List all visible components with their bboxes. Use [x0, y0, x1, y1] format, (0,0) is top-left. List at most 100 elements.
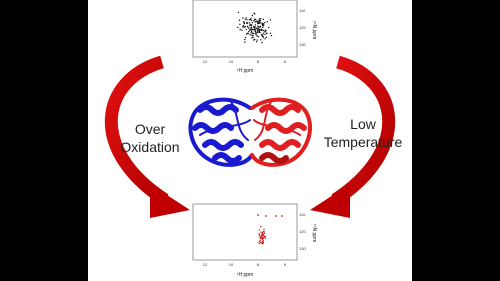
peak [264, 235, 266, 238]
peak [256, 31, 258, 34]
peak [263, 228, 265, 230]
peak [262, 18, 265, 21]
peak [262, 32, 265, 34]
peak [261, 231, 264, 234]
peak [261, 242, 263, 245]
peak [262, 237, 264, 240]
peak [241, 26, 244, 28]
y-tick-label: 110 [299, 8, 306, 13]
peak [265, 30, 267, 32]
peak [239, 28, 241, 31]
peak [259, 236, 262, 239]
peak [260, 39, 262, 41]
peak [254, 21, 256, 23]
right-arrow [331, 55, 396, 206]
peak [261, 236, 263, 238]
peak [243, 21, 245, 23]
peak [246, 32, 248, 35]
peak [250, 27, 252, 29]
peak [253, 12, 255, 14]
peak [259, 22, 262, 24]
peak [244, 25, 246, 28]
peak [244, 18, 246, 20]
peak [259, 238, 262, 240]
peak [249, 23, 252, 26]
peak [255, 32, 257, 35]
peak [244, 36, 247, 39]
peak [246, 19, 248, 21]
peak [261, 41, 263, 44]
peak [269, 32, 272, 35]
peak [257, 25, 259, 27]
peak [264, 33, 266, 36]
y-axis-label: ¹⁵N ppm [311, 21, 317, 39]
peak [257, 214, 259, 216]
arrow-head [310, 184, 350, 218]
y-axis-label: ¹⁵N ppm [311, 224, 317, 242]
peak [255, 41, 258, 43]
peak [252, 29, 255, 31]
peak [258, 242, 260, 245]
peak [270, 34, 273, 37]
peak [254, 18, 256, 21]
left-label: Oxidation [120, 139, 179, 155]
y-tick-label: 120 [299, 229, 306, 234]
peak [261, 233, 263, 235]
peak [254, 27, 256, 29]
peak [242, 17, 244, 19]
peak [258, 21, 261, 23]
peak [250, 17, 252, 20]
peak [264, 237, 267, 239]
right-label: Temperature [324, 134, 403, 150]
peak [250, 24, 253, 26]
y-tick-label: 130 [299, 42, 306, 47]
peak [263, 231, 265, 233]
y-tick-label: 110 [299, 212, 306, 217]
peak [256, 27, 258, 29]
peak [261, 26, 264, 29]
peak [259, 17, 262, 20]
peak [248, 30, 250, 33]
peak [261, 240, 264, 243]
peak [254, 38, 256, 41]
peak [243, 26, 245, 28]
peaks [257, 214, 283, 245]
peak [266, 32, 268, 35]
x-tick-label: 10 [229, 262, 234, 267]
peak [258, 31, 261, 33]
peak [261, 34, 264, 36]
peak [246, 25, 249, 28]
peak [248, 22, 251, 24]
x-tick-label: 12 [203, 59, 208, 64]
peak [239, 23, 241, 26]
left-arrow [104, 55, 169, 206]
plot-frame [192, 0, 298, 58]
protein-structure [188, 97, 312, 167]
peak [237, 26, 239, 29]
peak [269, 19, 272, 21]
peak [257, 22, 260, 24]
peak [243, 23, 246, 25]
y-tick-label: 130 [299, 246, 306, 251]
peak [263, 232, 266, 235]
peak [254, 30, 256, 32]
peak [264, 38, 266, 40]
peak [259, 239, 262, 242]
peak [265, 36, 268, 39]
peak [259, 26, 261, 28]
right-label: Low [350, 116, 377, 132]
peak [254, 31, 257, 33]
peak [254, 28, 256, 31]
peak [247, 32, 250, 35]
peak [256, 35, 258, 37]
peak [262, 243, 264, 245]
peak [253, 20, 255, 22]
x-tick-label: 8 [257, 59, 260, 64]
y-tick-label: 120 [299, 25, 306, 30]
peak [248, 19, 251, 21]
peak [246, 21, 248, 24]
peak [256, 20, 258, 22]
peak [264, 30, 266, 33]
